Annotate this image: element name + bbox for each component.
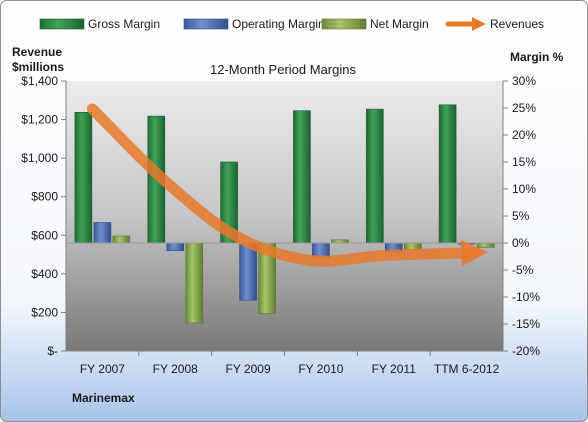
chart-title: 12-Month Period Margins xyxy=(210,62,356,77)
left-tick-label: $800 xyxy=(31,190,58,204)
legend-label-revenues: Revenues xyxy=(490,17,544,31)
revenues-trend-arrow xyxy=(86,103,488,267)
category-label: FY 2008 xyxy=(153,362,198,376)
left-tick-label: $1,200 xyxy=(21,113,58,127)
company-label: Marinemax xyxy=(72,391,135,405)
right-tick-label: 10% xyxy=(512,182,536,196)
bar-gross-margin-5 xyxy=(365,108,384,244)
right-tick-label: -20% xyxy=(512,344,540,358)
right-axis-title: Margin % xyxy=(510,50,564,64)
bar-net-margin-1 xyxy=(112,235,131,244)
category-label: FY 2010 xyxy=(298,362,343,376)
bar-operating-margin-1 xyxy=(93,222,112,244)
right-tick-label: 15% xyxy=(512,155,536,169)
left-axis-title-line1: Revenue xyxy=(12,45,62,59)
plot-background xyxy=(66,81,503,351)
bar-net-margin-6 xyxy=(476,242,495,248)
bar-net-margin-2 xyxy=(185,242,204,324)
right-tick-label: 25% xyxy=(512,101,536,115)
left-tick-label: $200 xyxy=(31,305,58,319)
plot-area: $- $200 $400 $600 $800 $1,000 $1,200 $1,400 -20%… xyxy=(21,74,540,376)
right-tick-label: 0% xyxy=(512,236,530,250)
right-tick-label: -10% xyxy=(512,290,540,304)
bar-gross-margin-1 xyxy=(74,112,93,244)
category-label: FY 2007 xyxy=(80,362,125,376)
left-tick-label: $1,000 xyxy=(21,151,58,165)
right-tick-label: 5% xyxy=(512,209,530,223)
legend-swatch-net-margin xyxy=(321,18,367,30)
bar-gross-margin-4 xyxy=(293,110,311,244)
legend-label-operating-margin: Operating Margin xyxy=(232,17,325,31)
bar-operating-margin-3 xyxy=(239,242,257,301)
left-tick-label: $400 xyxy=(31,267,58,281)
category-label: FY 2011 xyxy=(372,362,417,376)
legend-label-net-margin: Net Margin xyxy=(370,17,429,31)
bar-operating-margin-2 xyxy=(166,242,185,251)
left-tick-label: $600 xyxy=(31,228,58,242)
legend-label-gross-margin: Gross Margin xyxy=(88,17,160,31)
right-tick-label: -15% xyxy=(512,317,540,331)
legend: Gross Margin Operating Margin Net Margin… xyxy=(39,17,544,31)
right-tick-label: 30% xyxy=(512,74,536,88)
bar-gross-margin-6 xyxy=(438,104,457,244)
legend-swatch-gross-margin xyxy=(39,18,85,30)
legend-arrow-revenues xyxy=(472,17,486,31)
category-label: TTM 6-2012 xyxy=(434,362,500,376)
left-tick-label: $- xyxy=(47,344,58,358)
right-tick-label: -5% xyxy=(512,263,534,277)
category-label: FY 2009 xyxy=(226,362,271,376)
legend-swatch-operating-margin xyxy=(183,18,229,30)
left-axis-title-line2: $millions xyxy=(12,60,64,74)
left-tick-label: $1,400 xyxy=(21,74,58,88)
right-tick-label: 20% xyxy=(512,128,536,142)
